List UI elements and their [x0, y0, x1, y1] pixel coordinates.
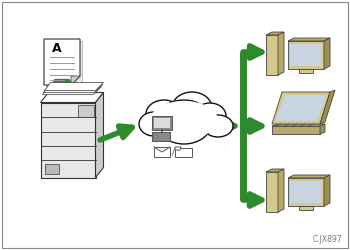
- Polygon shape: [324, 38, 330, 69]
- Ellipse shape: [194, 103, 226, 129]
- Polygon shape: [288, 178, 324, 206]
- Polygon shape: [299, 206, 313, 210]
- Polygon shape: [275, 95, 327, 121]
- Ellipse shape: [194, 103, 226, 129]
- Polygon shape: [288, 41, 324, 69]
- Polygon shape: [272, 124, 325, 126]
- Polygon shape: [154, 118, 170, 128]
- Ellipse shape: [139, 112, 169, 136]
- Polygon shape: [320, 90, 335, 124]
- Polygon shape: [44, 39, 80, 85]
- Polygon shape: [43, 84, 103, 92]
- Polygon shape: [272, 126, 320, 134]
- Polygon shape: [41, 102, 96, 178]
- Polygon shape: [290, 44, 322, 66]
- Polygon shape: [278, 32, 284, 75]
- Polygon shape: [154, 147, 170, 157]
- Polygon shape: [77, 104, 93, 117]
- Polygon shape: [278, 169, 284, 212]
- Ellipse shape: [203, 115, 233, 137]
- Ellipse shape: [139, 112, 169, 136]
- Polygon shape: [44, 82, 104, 90]
- Polygon shape: [272, 92, 330, 124]
- Polygon shape: [96, 92, 104, 178]
- Ellipse shape: [146, 100, 182, 128]
- Ellipse shape: [146, 100, 182, 128]
- Polygon shape: [46, 41, 82, 87]
- Polygon shape: [320, 124, 325, 134]
- Polygon shape: [152, 116, 172, 130]
- Polygon shape: [266, 35, 278, 75]
- Polygon shape: [266, 169, 284, 172]
- Text: C.JX897: C.JX897: [312, 235, 342, 244]
- Polygon shape: [42, 86, 102, 94]
- Ellipse shape: [172, 92, 212, 124]
- Polygon shape: [152, 132, 170, 141]
- Polygon shape: [41, 92, 104, 102]
- Ellipse shape: [178, 118, 218, 142]
- Polygon shape: [290, 181, 322, 203]
- Polygon shape: [175, 148, 192, 157]
- Polygon shape: [324, 175, 330, 206]
- Text: A: A: [52, 42, 62, 56]
- Polygon shape: [175, 147, 181, 150]
- Polygon shape: [288, 175, 330, 178]
- Polygon shape: [44, 164, 58, 173]
- Text: /: /: [172, 148, 175, 156]
- Polygon shape: [152, 120, 220, 132]
- Ellipse shape: [156, 100, 212, 144]
- Polygon shape: [299, 69, 313, 73]
- Ellipse shape: [150, 101, 218, 139]
- Polygon shape: [266, 172, 278, 212]
- Ellipse shape: [156, 100, 212, 144]
- Ellipse shape: [152, 118, 192, 142]
- Ellipse shape: [203, 115, 233, 137]
- Polygon shape: [288, 38, 330, 41]
- Polygon shape: [71, 76, 80, 85]
- Ellipse shape: [172, 92, 212, 124]
- Circle shape: [154, 135, 158, 138]
- Polygon shape: [266, 32, 284, 35]
